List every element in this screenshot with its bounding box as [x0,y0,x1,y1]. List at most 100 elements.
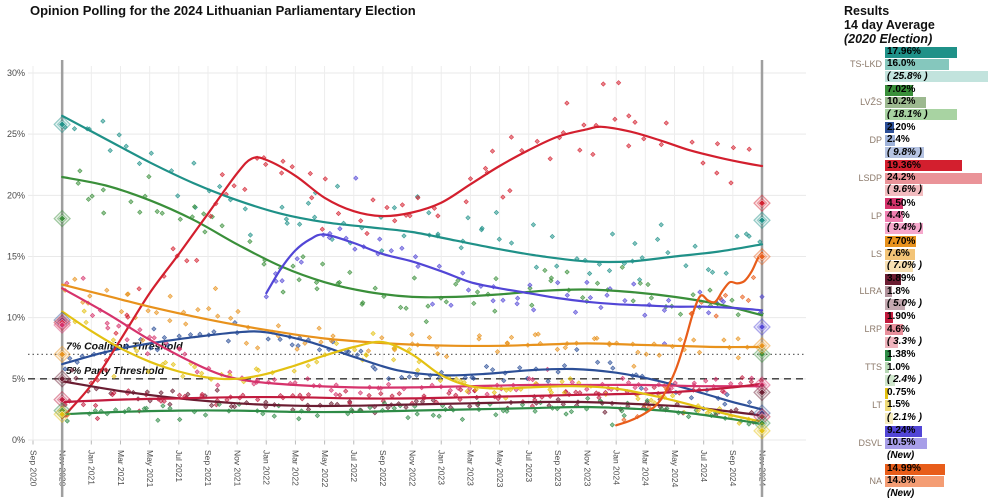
average-14day-bar [885,172,982,184]
trend-line-na [615,251,764,427]
result-2024-bar [885,274,901,286]
svg-text:Mar 2023: Mar 2023 [466,450,476,486]
trend-line-tts [61,405,764,426]
svg-text:Jul 2022: Jul 2022 [349,450,359,482]
average-14day-bar [885,96,926,108]
result-2024-bar-value: 19.36% [887,159,921,171]
average-14day-bar-value: 24.2% [887,172,916,184]
trend-line-lrp [61,382,764,404]
election-2024-markers [753,194,771,440]
svg-text:30%: 30% [7,68,25,78]
svg-text:Nov 2021: Nov 2021 [232,450,242,487]
svg-text:Jan 2021: Jan 2021 [87,450,97,485]
average-14day-bar-value: 1.0% [887,361,910,373]
election-2020-bar-value: ( 25.8% ) [887,70,928,82]
result-2024-bar [885,46,957,58]
average-14day-bar [885,438,927,450]
result-2024-bar [885,349,891,361]
average-14day-bar [885,59,949,71]
party-label: LLRA [859,286,882,297]
svg-text:Sep 2020: Sep 2020 [28,450,38,487]
panel-header-results: Results [844,4,890,18]
party-row-llra: LLRA 3.89% 1.8%( 5.0% ) [830,273,1000,310]
result-2024-bar-value: 1.90% [887,311,916,323]
poll-points-dsvl [263,175,765,347]
party-row-lp: LP 4.50% 4.4%( 9.4% ) [830,198,1000,235]
result-2024-bar-value: 7.70% [887,235,916,247]
election-2020-bar [885,109,958,121]
party-label: TS-LKD [849,59,882,69]
svg-text:Jul 2021: Jul 2021 [174,450,184,482]
svg-text:10%: 10% [7,313,25,323]
trend-line-dsvl [265,233,764,312]
average-14day-bar-value: 10.2% [887,96,916,108]
svg-text:Jan 2022: Jan 2022 [262,450,272,485]
panel-header-average: 14 day Average [844,18,935,32]
election-2020-bar-value: ( 9.4% ) [887,222,923,234]
party-row-na: NA 14.99% 14.8% (New) [830,463,1000,500]
average-14day-bar-value: 1.8% [887,285,910,297]
party-label: LP [870,210,882,221]
result-2024-bar [885,463,945,475]
average-14day-bar-value: 2.4% [887,134,910,146]
election-2020-bar-value: (New) [887,449,915,461]
result-2024-bar-value: 4.50% [887,197,916,209]
party-row-dp: DP 2.20% 2.4%( 9.8% ) [830,122,1000,159]
average-14day-bar-value: 4.6% [887,323,910,335]
chart-title: Opinion Polling for the 2024 Lithuanian … [30,3,416,18]
svg-text:Jan 2023: Jan 2023 [437,450,447,485]
svg-text:Sep 2024: Sep 2024 [728,450,738,487]
election-2020-markers [53,115,72,424]
result-2024-bar [885,198,903,210]
svg-text:Sep 2022: Sep 2022 [378,450,388,487]
trend-line-lsdp [61,125,764,420]
svg-text:Mar 2021: Mar 2021 [116,450,126,486]
svg-text:Sep 2023: Sep 2023 [553,450,563,487]
election-2020-bar-value: (New) [887,487,915,499]
average-14day-bar [885,475,945,487]
result-2024-bar [885,311,893,323]
election-2020-bar [885,71,989,83]
average-14day-bar [885,362,889,374]
party-row-tts: TTS 1.38% 1.0%( 2.4% ) [830,349,1000,386]
party-label: NA [869,475,882,486]
result-2024-bar-value: 2.20% [887,121,916,133]
trend-line-ls [61,283,764,349]
result-2024-bar [885,387,888,399]
result-2024-bar-value: 7.02% [887,83,916,95]
party-label: LS [870,248,882,259]
svg-text:May 2021: May 2021 [145,450,155,488]
party-label: LSDP [858,172,882,183]
election-2020-bar-value: ( 9.6% ) [887,184,923,196]
threshold-label: 5% Party Threshold [66,365,165,377]
party-row-lt: LT 0.75% 1.5%( 2.1% ) [830,387,1000,424]
average-14day-bar-value: 7.6% [887,247,910,259]
results-panel-header: Results 14 day Average (2020 Election) [844,4,935,46]
y-axis: 0% 5% 10% 15% 20% 25% 30% [7,68,25,445]
poll-points-dp [62,319,765,417]
average-14day-bar-value: 1.5% [887,399,910,411]
party-label: DSVL [858,438,882,448]
svg-text:Jul 2024: Jul 2024 [699,450,709,482]
panel-header-election: (2020 Election) [844,32,933,46]
average-14day-bar [885,324,904,336]
election-2020-bar [885,147,925,159]
party-row-lrp: LRP 1.90% 4.6%( 3.3% ) [830,311,1000,348]
average-14day-bar [885,210,903,222]
election-2020-bar-value: ( 3.3% ) [887,336,923,348]
election-2020-bar [885,185,924,197]
poll-points-ts-lkd [62,118,763,283]
result-2024-bar-value: 0.75% [887,387,916,399]
election-2020-bar-value: ( 2.4% ) [887,373,923,385]
svg-text:Jul 2023: Jul 2023 [524,450,534,482]
result-2024-bar [885,84,914,96]
party-label: LRP [864,324,882,335]
election-2020-bar [885,412,894,424]
result-2024-bar [885,425,922,437]
svg-text:May 2023: May 2023 [495,450,505,488]
result-2024-bar-value: 14.99% [887,462,921,474]
svg-text:0%: 0% [12,435,25,445]
svg-text:Nov 2023: Nov 2023 [582,450,592,487]
